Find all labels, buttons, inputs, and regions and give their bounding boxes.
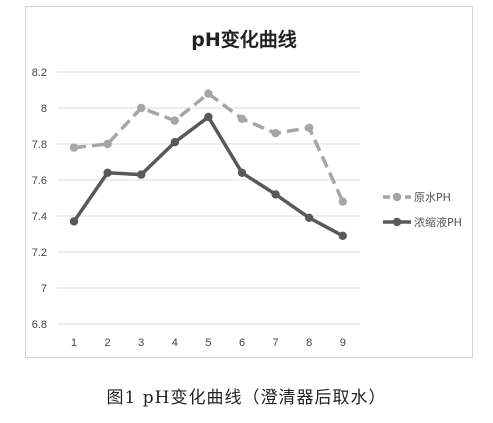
chart-title: pH变化曲线 bbox=[191, 28, 297, 51]
x-tick-label: 1 bbox=[71, 337, 77, 349]
x-tick-label: 3 bbox=[138, 337, 144, 349]
data-point bbox=[170, 116, 179, 125]
data-point bbox=[338, 231, 347, 240]
data-point bbox=[305, 123, 314, 132]
data-point bbox=[137, 103, 146, 113]
data-point bbox=[338, 197, 347, 206]
x-axis-ticks: 1 2 3 4 5 6 7 8 9 bbox=[71, 337, 346, 349]
grid bbox=[57, 71, 360, 325]
y-tick-label: 6.8 bbox=[32, 319, 47, 331]
x-tick-label: 8 bbox=[306, 337, 312, 349]
data-point bbox=[103, 168, 112, 177]
x-tick-label: 7 bbox=[273, 337, 279, 349]
data-point bbox=[137, 170, 146, 179]
data-point bbox=[271, 190, 280, 199]
series bbox=[69, 89, 347, 240]
data-point bbox=[204, 112, 213, 122]
data-point bbox=[305, 213, 314, 222]
x-tick-label: 5 bbox=[205, 337, 211, 349]
data-point bbox=[237, 114, 247, 124]
y-tick-label: 8.2 bbox=[32, 67, 47, 79]
legend-label: 原水PH bbox=[414, 191, 451, 204]
series-2 bbox=[69, 112, 347, 240]
y-tick-label: 7 bbox=[41, 283, 47, 295]
data-point bbox=[103, 139, 112, 149]
x-tick-label: 4 bbox=[172, 337, 178, 349]
data-point bbox=[69, 217, 79, 226]
y-tick-label: 7.2 bbox=[32, 247, 47, 259]
y-tick-label: 7.8 bbox=[32, 139, 47, 151]
y-tick-label: 7.4 bbox=[32, 211, 47, 223]
figure-caption: 图1 pH变化曲线（澄清器后取水） bbox=[106, 388, 387, 408]
y-tick-label: 8 bbox=[41, 103, 47, 115]
y-tick-label: 7.6 bbox=[32, 175, 47, 187]
series-1 bbox=[69, 89, 347, 206]
legend-swatch-marker bbox=[392, 217, 402, 227]
y-axis-ticks: 6.8 7 7.2 7.4 7.6 7.8 8 8.2 bbox=[32, 67, 47, 331]
data-point bbox=[237, 168, 247, 177]
legend-item: 原水PH bbox=[383, 191, 451, 204]
legend-label: 浓缩液PH bbox=[414, 215, 462, 229]
x-tick-label: 9 bbox=[340, 337, 346, 349]
legend: 原水PH 浓缩液PH bbox=[383, 191, 462, 229]
x-tick-label: 2 bbox=[105, 337, 111, 349]
data-point bbox=[170, 138, 179, 147]
data-point bbox=[69, 143, 79, 152]
x-tick-label: 6 bbox=[239, 337, 245, 349]
data-point bbox=[271, 129, 280, 138]
legend-swatch-marker bbox=[392, 192, 402, 202]
data-point bbox=[204, 89, 213, 98]
series-line bbox=[73, 91, 345, 203]
legend-item: 浓缩液PH bbox=[383, 215, 462, 229]
